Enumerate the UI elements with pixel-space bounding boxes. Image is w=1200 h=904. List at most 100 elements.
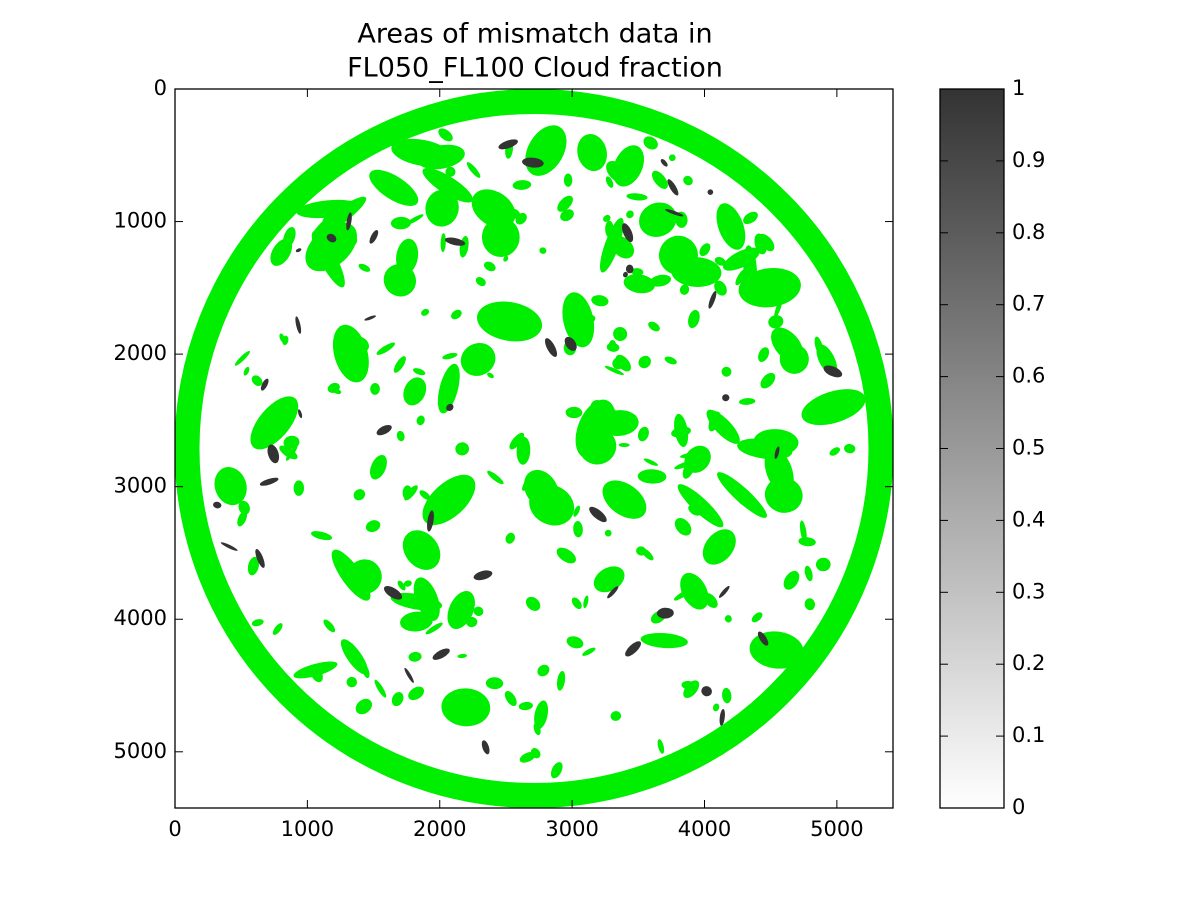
mismatch-patch: [311, 231, 345, 288]
mismatch-patch: [505, 532, 515, 544]
mismatch-patch: [683, 680, 700, 699]
mismatch-patch: [346, 676, 358, 688]
mismatch-patch: [593, 566, 625, 593]
mismatch-patch: [721, 366, 732, 377]
value-patch: [660, 159, 668, 167]
mismatch-patch: [503, 255, 509, 262]
value-patch: [376, 424, 392, 436]
mismatch-patch: [416, 415, 425, 426]
mismatch-patch: [397, 580, 406, 591]
mismatch-patch: [473, 606, 484, 617]
mismatch-patch: [512, 180, 532, 190]
mismatch-patch: [466, 162, 481, 178]
value-patch: [295, 248, 302, 253]
mismatch-patch: [577, 134, 607, 172]
value-patch: [656, 607, 674, 619]
chart-title: FL050_FL100 Cloud fraction: [347, 53, 723, 84]
value-patch: [297, 409, 303, 419]
mismatch-patch: [234, 350, 250, 366]
mismatch-patch: [419, 490, 431, 500]
mismatch-patch: [396, 238, 419, 275]
mismatch-patch: [804, 565, 813, 582]
mismatch-patch: [460, 342, 496, 376]
mismatch-patch: [626, 193, 648, 201]
mismatch-patch: [487, 372, 494, 379]
value-patch: [259, 477, 279, 486]
value-patch: [446, 403, 454, 412]
mismatch-patch: [457, 653, 468, 659]
mismatch-patch: [556, 547, 576, 564]
mismatch-patch: [421, 308, 430, 316]
mismatch-patch: [422, 474, 476, 526]
mismatch-patch: [680, 572, 709, 610]
colorbar-tick-label: 0: [1012, 795, 1025, 819]
y-tick-label: 1000: [114, 209, 167, 233]
mismatch-patch: [613, 326, 628, 342]
value-patch: [625, 264, 634, 274]
mismatch-patch: [783, 570, 800, 590]
value-patch: [260, 378, 269, 391]
mismatch-patch: [758, 347, 770, 362]
mismatch-patch: [657, 739, 665, 754]
mismatch-patch: [534, 700, 549, 730]
mismatch-patch: [717, 472, 767, 518]
mismatch-patch: [251, 619, 264, 627]
mismatch-patch: [279, 445, 298, 460]
mismatch-patch: [563, 173, 573, 187]
mismatch-patch: [671, 257, 722, 287]
mismatch-patch: [404, 485, 418, 501]
mismatch-patch: [475, 277, 486, 287]
mismatch-patch: [400, 611, 433, 632]
mismatch-patch: [358, 263, 371, 272]
mismatch-patch: [603, 214, 611, 222]
mismatch-patch: [583, 595, 589, 609]
mismatch-patch: [562, 292, 595, 348]
mismatch-patch: [604, 529, 612, 537]
mismatch-patch: [739, 398, 756, 405]
disk-edge: [175, 89, 893, 808]
mismatch-patch: [679, 284, 690, 295]
y-tick-label: 0: [154, 76, 167, 100]
mismatch-patch: [403, 377, 427, 406]
mismatch-patch: [623, 274, 655, 294]
mismatch-patch: [702, 529, 736, 565]
mismatch-patch: [560, 209, 574, 222]
colorbar-tick-label: 0.2: [1012, 651, 1045, 675]
mismatch-patch: [565, 406, 583, 419]
mismatch-patch: [237, 511, 248, 527]
value-patch: [255, 549, 265, 568]
value-patch: [346, 212, 352, 231]
mismatch-patch: [393, 356, 406, 373]
mismatch-patch: [327, 382, 340, 393]
colorbar-tick-label: 1: [1012, 76, 1025, 100]
mismatch-patch: [648, 321, 660, 332]
value-patch: [295, 316, 302, 334]
value-patch: [364, 315, 376, 321]
mismatch-patch: [674, 517, 692, 536]
x-tick-label: 4000: [678, 817, 731, 841]
mismatch-patch: [637, 426, 649, 442]
colorbar-tick-label: 0.5: [1012, 436, 1045, 460]
mismatch-patch: [492, 210, 508, 223]
mismatch-patch: [332, 324, 369, 383]
image: [175, 89, 893, 808]
mismatch-patch: [604, 365, 624, 376]
mismatch-patch: [610, 711, 622, 721]
mismatch-patch: [638, 355, 651, 369]
mismatch-patch: [487, 470, 504, 485]
mismatch-patch: [440, 233, 446, 253]
mismatch-patch: [605, 176, 614, 188]
mismatch-patch: [353, 489, 366, 501]
mismatch-patch: [582, 314, 596, 324]
mismatch-patch: [408, 686, 425, 701]
mismatch-patch: [615, 354, 631, 372]
mismatch-patch: [566, 636, 584, 649]
mismatch-patch: [612, 492, 632, 508]
mismatch-patch: [293, 480, 305, 496]
mismatch-patch: [801, 389, 866, 426]
mismatch-patch: [283, 435, 300, 449]
mismatch-patch: [369, 169, 419, 206]
mismatch-patch: [442, 352, 458, 360]
mismatch-patch: [391, 138, 453, 167]
mismatch-patch: [844, 443, 856, 454]
